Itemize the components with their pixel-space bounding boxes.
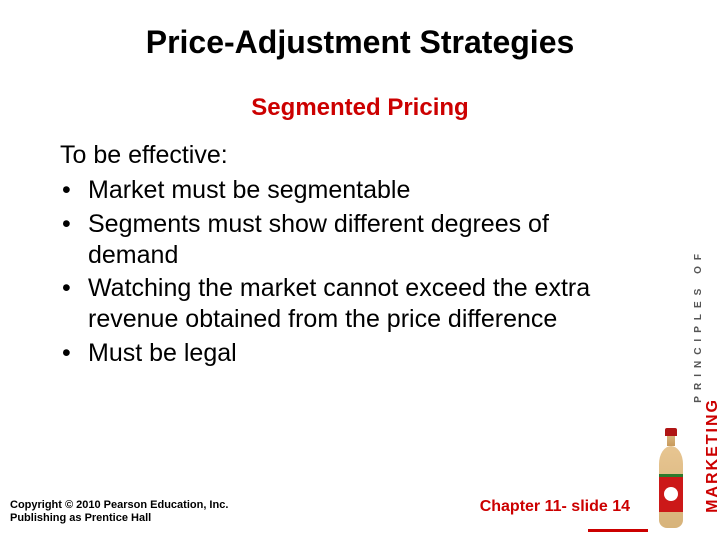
bullet-list: Market must be segmentable Segments must… bbox=[60, 175, 620, 369]
chapter-label: Chapter 11- slide 14 bbox=[480, 498, 630, 516]
bottle-cap bbox=[665, 428, 677, 436]
bullet-item: Segments must show different degrees of … bbox=[60, 209, 620, 272]
bullet-item: Market must be segmentable bbox=[60, 175, 620, 206]
bottle-icon bbox=[656, 428, 686, 528]
slide: Price-Adjustment Strategies Segmented Pr… bbox=[0, 0, 720, 540]
bottle-label bbox=[659, 474, 683, 512]
copyright-line-2: Publishing as Prentice Hall bbox=[10, 512, 228, 526]
brand-word: MARKETING bbox=[704, 398, 720, 513]
brand-graphic: PRINCIPLES OF MARKETING bbox=[650, 248, 710, 528]
slide-subtitle: Segmented Pricing bbox=[0, 94, 720, 122]
copyright-line-1: Copyright © 2010 Pearson Education, Inc. bbox=[10, 499, 228, 513]
lead-line: To be effective: bbox=[60, 140, 620, 171]
body-text: To be effective: Market must be segmenta… bbox=[60, 140, 620, 371]
bottle-neck bbox=[667, 436, 675, 446]
brand-tagline: PRINCIPLES OF bbox=[693, 248, 704, 403]
bullet-item: Watching the market cannot exceed the ex… bbox=[60, 273, 620, 336]
bullet-item: Must be legal bbox=[60, 338, 620, 369]
copyright-block: Copyright © 2010 Pearson Education, Inc.… bbox=[10, 499, 228, 527]
accent-line bbox=[588, 529, 648, 532]
slide-title: Price-Adjustment Strategies bbox=[0, 24, 720, 61]
